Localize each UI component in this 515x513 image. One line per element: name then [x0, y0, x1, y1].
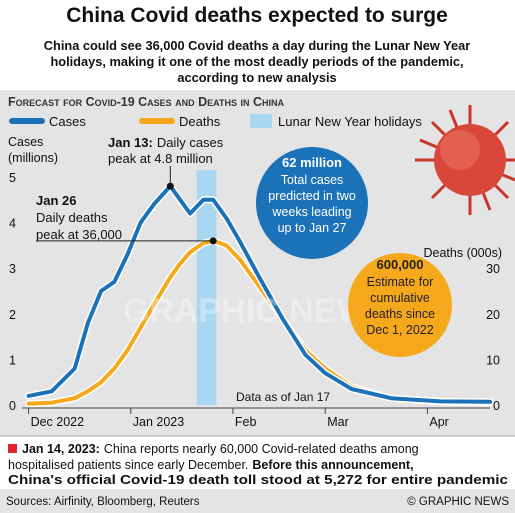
y2-tick-label: 30	[486, 262, 500, 276]
x-tick-label: Apr	[429, 415, 448, 429]
note: Jan 14, 2023: China reports nearly 60,000…	[22, 442, 419, 456]
series-line	[26, 184, 492, 404]
y2-tick-label: 20	[486, 308, 500, 322]
subtitle: according to new analysis	[177, 70, 336, 85]
callout-text: Dec 1, 2022	[366, 323, 433, 337]
callout-circle	[348, 253, 452, 357]
y2-tick-label: 10	[486, 353, 500, 367]
subtitle: holidays, making it one of the most dead…	[50, 54, 463, 69]
annotation-text: peak at 4.8 million	[108, 151, 213, 166]
annotation-text: Daily cases	[157, 135, 224, 150]
callout-text: weeks leading	[271, 205, 351, 219]
legend-swatch	[250, 114, 272, 128]
y2-tick-label: 0	[493, 399, 500, 413]
note-text: hospitalised patients since early Decemb…	[8, 458, 248, 472]
chart-title: Forecast for Covid-19 Cases and Deaths i…	[8, 95, 284, 109]
y-tick-label: 0	[9, 399, 16, 413]
note: hospitalised patients since early Decemb…	[8, 458, 414, 472]
annotation-text: Daily deaths	[36, 210, 108, 225]
source: Sources: Airfinity, Bloomberg, Reuters	[6, 496, 200, 508]
plot	[22, 170, 494, 414]
note-marker	[8, 444, 17, 453]
credit: © GRAPHIC NEWS	[407, 496, 509, 508]
annotation-date: Jan 26	[36, 193, 76, 208]
callout-text: Total cases	[281, 173, 344, 187]
y-tick-label: 4	[9, 217, 16, 231]
legend-label: Deaths	[179, 114, 221, 129]
y2-axis-title: Deaths (000s)	[423, 246, 502, 260]
x-tick-label: Dec 2022	[31, 415, 85, 429]
y-tick-label: 1	[9, 353, 16, 367]
legend-label: Lunar New Year holidays	[278, 114, 422, 129]
y-tick-label: 5	[9, 171, 16, 185]
callout-headline: 600,000	[377, 257, 424, 272]
x-tick-label: Feb	[235, 415, 257, 429]
highlight-band	[196, 170, 217, 405]
note-text: China's official Covid-19 death toll sto…	[8, 473, 508, 487]
y-tick-label: 2	[9, 308, 16, 322]
annotation-dot	[209, 237, 217, 245]
x-tick-label: Mar	[327, 415, 349, 429]
chart-panel	[0, 90, 515, 435]
callout-circle	[256, 147, 368, 259]
callout-text: predicted in two	[268, 189, 356, 203]
callout-text: Estimate for	[367, 275, 434, 289]
subtitle: China could see 36,000 Covid deaths a da…	[44, 38, 470, 53]
note-text: Before this announcement,	[252, 458, 413, 472]
virus	[415, 105, 515, 215]
annotation-date: Jan 13:	[108, 135, 153, 150]
annotation: Jan 13: Daily cases	[108, 135, 224, 150]
callout-headline: 62 million	[282, 155, 342, 170]
y-tick-label: 3	[9, 262, 16, 276]
legend-label: Cases	[49, 114, 86, 129]
annotation-text: peak at 36,000	[36, 227, 122, 242]
page-title: China Covid deaths expected to surge	[66, 4, 448, 27]
note-date: Jan 14, 2023:	[22, 442, 100, 456]
annotation-dot	[166, 182, 174, 190]
series-line	[26, 238, 492, 406]
y-axis-title: (millions)	[8, 151, 58, 165]
callout-text: cumulative	[370, 291, 430, 305]
callout-text: up to Jan 27	[278, 221, 347, 235]
x-tick-label: Jan 2023	[133, 415, 184, 429]
source-bar	[0, 489, 515, 513]
callout-text: deaths since	[365, 307, 435, 321]
annotation-text: Data as of Jan 17	[236, 390, 330, 404]
y-axis-title: Cases	[8, 135, 43, 149]
note-text: China reports nearly 60,000 Covid-relate…	[104, 442, 419, 456]
watermark: GRAPHIC NEWS	[123, 292, 391, 330]
